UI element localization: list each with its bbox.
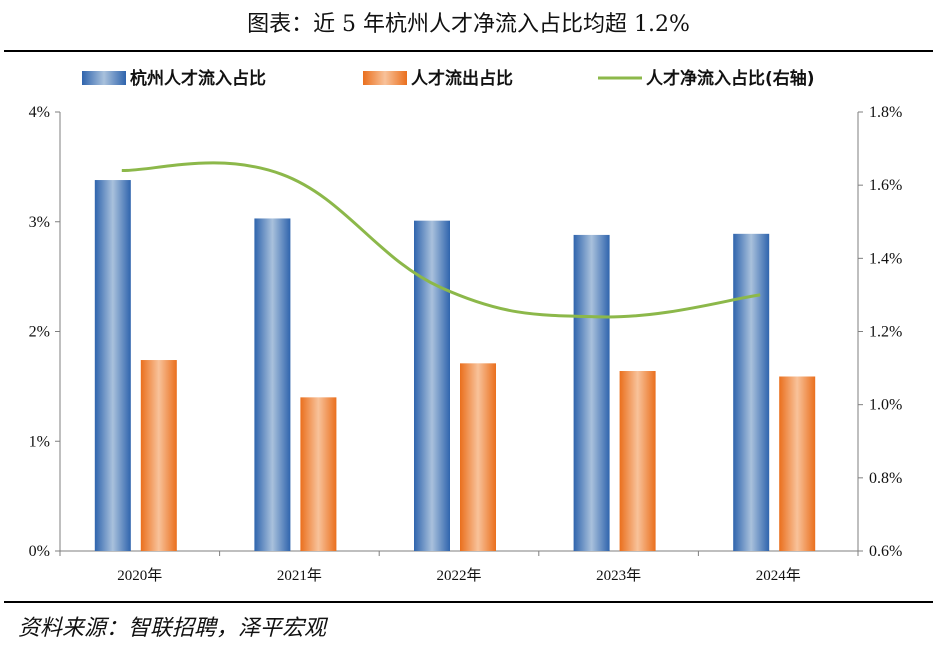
outflow-bar bbox=[300, 397, 337, 551]
left-tick-label: 4% bbox=[29, 104, 50, 121]
inflow-bar bbox=[94, 180, 131, 552]
bottom-rule bbox=[4, 601, 933, 603]
legend-label-inflow: 杭州人才流入占比 bbox=[130, 68, 266, 89]
top-rule bbox=[4, 50, 933, 52]
net-inflow-line-group bbox=[121, 161, 761, 319]
right-tick-label: 0.8% bbox=[869, 470, 902, 487]
left-tick-label: 2% bbox=[29, 324, 50, 341]
right-tick-label: 1.6% bbox=[869, 177, 902, 194]
left-tick-label: 3% bbox=[29, 214, 50, 231]
x-category-label: 2023年 bbox=[596, 567, 641, 584]
inflow-bar bbox=[733, 233, 770, 551]
axes: 0% 1% 2% 3% 4% 0.6% 0.8% 1.0% 1.2% 1.4% 1.6% 1.8% 20… bbox=[29, 104, 903, 584]
outflow-bar bbox=[779, 376, 816, 551]
bars bbox=[94, 180, 816, 552]
x-category-label: 2024年 bbox=[756, 567, 801, 584]
legend-swatch-outflow bbox=[363, 71, 407, 85]
inflow-bar bbox=[254, 218, 291, 551]
chart: 杭州人才流入占比 人才流出占比 人才净流入占比(右轴) 0% 1% 2% 3% 4% 0.… bbox=[29, 68, 903, 584]
left-tick-label: 0% bbox=[29, 543, 50, 560]
net-inflow-line bbox=[121, 161, 761, 319]
legend-label-outflow: 人才流出占比 bbox=[411, 68, 513, 89]
x-category-label: 2021年 bbox=[277, 567, 322, 584]
source-note: 资料来源：智联招聘，泽平宏观 bbox=[18, 616, 327, 641]
inflow-bar bbox=[414, 220, 450, 551]
x-category-label: 2022年 bbox=[436, 567, 481, 584]
legend-label-net: 人才净流入占比(右轴) bbox=[646, 68, 815, 89]
right-tick-label: 1.2% bbox=[869, 324, 902, 341]
chart-title: 图表：近 5 年杭州人才净流入占比均超 1.2% bbox=[247, 12, 690, 37]
outflow-bar bbox=[619, 371, 656, 551]
legend: 杭州人才流入占比 人才流出占比 人才净流入占比(右轴) bbox=[82, 68, 815, 89]
right-tick-label: 0.6% bbox=[869, 543, 902, 560]
inflow-bar bbox=[573, 234, 610, 552]
x-category-label: 2020年 bbox=[117, 567, 162, 584]
outflow-bar bbox=[460, 363, 496, 551]
right-tick-label: 1.8% bbox=[869, 104, 902, 121]
left-tick-label: 1% bbox=[29, 433, 50, 450]
legend-swatch-inflow bbox=[82, 71, 126, 85]
outflow-bar bbox=[140, 360, 177, 551]
right-tick-label: 1.4% bbox=[869, 250, 902, 267]
right-tick-label: 1.0% bbox=[869, 397, 902, 414]
